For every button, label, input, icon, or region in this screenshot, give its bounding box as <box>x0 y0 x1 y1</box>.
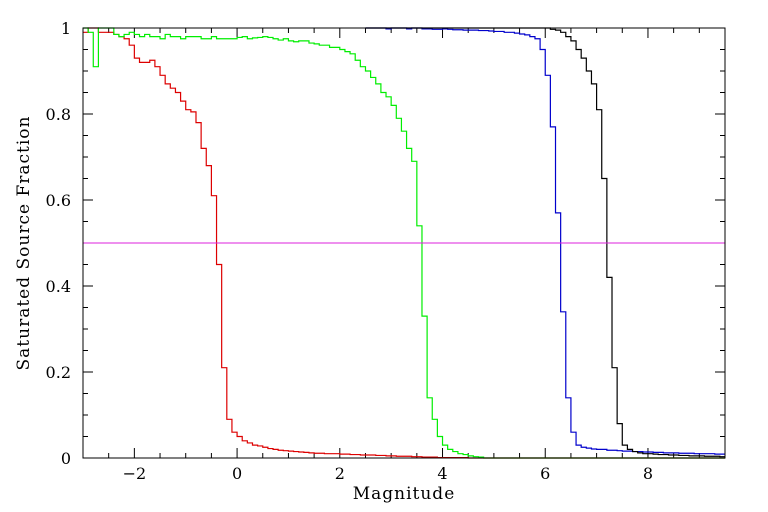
x-tick-label: 0 <box>232 464 242 483</box>
y-axis-label: Saturated Source Fraction <box>14 116 34 371</box>
tick-labels: −2 0 2 4 6 8 0 0.2 0.4 0.6 0.8 1 <box>46 19 654 483</box>
y-tick-label: 0.2 <box>46 363 71 382</box>
y-tick-label: 0.8 <box>46 105 71 124</box>
y-tick-label: 1 <box>61 19 71 38</box>
series-3-line <box>365 27 725 455</box>
y-tick-label: 0.6 <box>46 191 71 210</box>
x-tick-label: 4 <box>437 464 447 483</box>
series-4-line <box>365 27 725 458</box>
axis-ticks <box>82 27 726 459</box>
plot-frame <box>82 27 726 459</box>
x-tick-label: 2 <box>335 464 345 483</box>
y-tick-label: 0.4 <box>46 277 71 296</box>
x-axis-label: Magnitude <box>353 484 456 504</box>
y-tick-label: 0 <box>61 449 71 468</box>
x-tick-label: −2 <box>123 464 147 483</box>
x-tick-label: 6 <box>540 464 550 483</box>
x-tick-label: 8 <box>643 464 653 483</box>
